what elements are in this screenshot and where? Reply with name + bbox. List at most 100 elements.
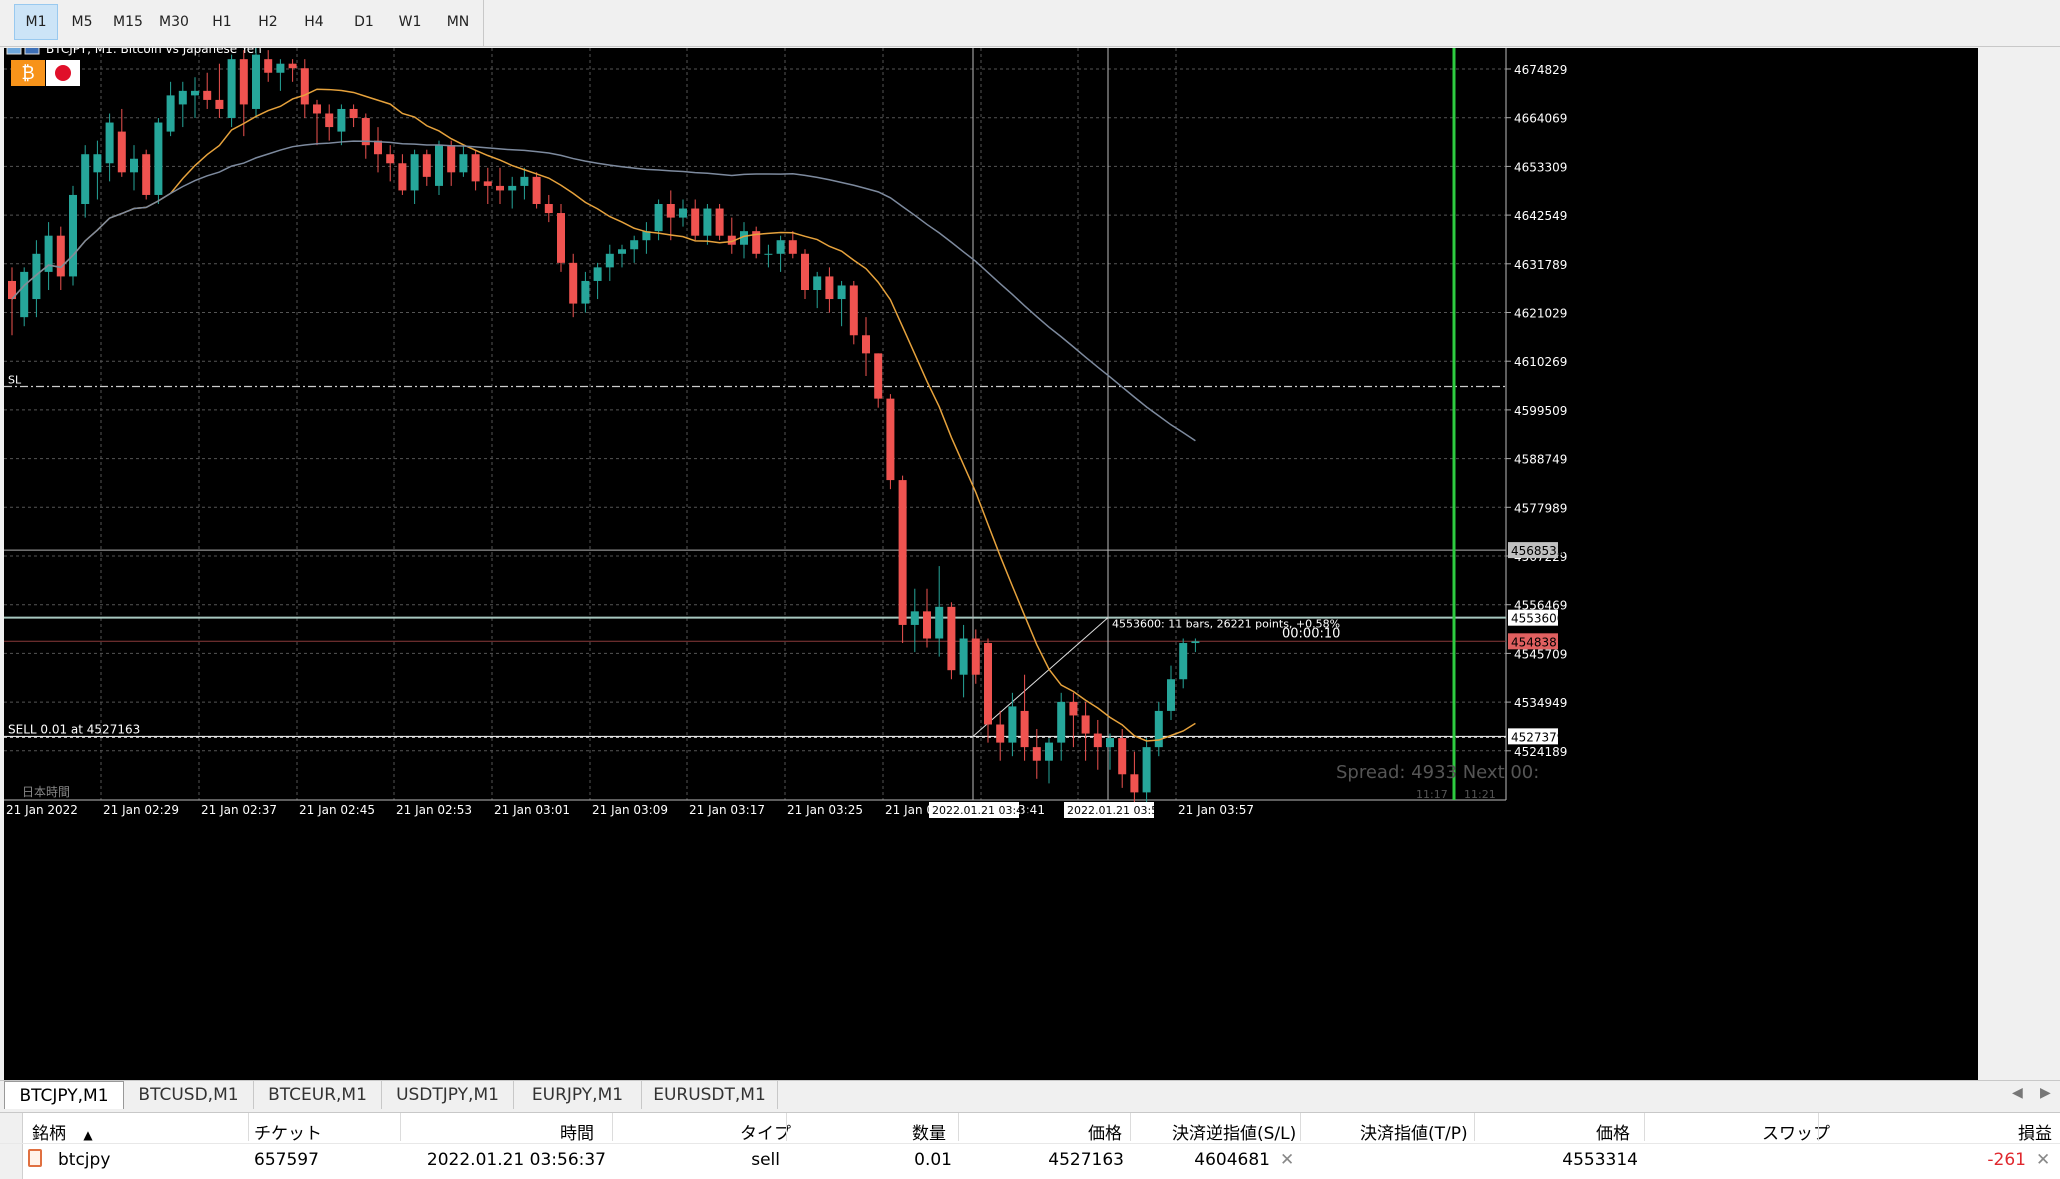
candle-body[interactable]: [1069, 701, 1078, 716]
candle-body[interactable]: [1093, 733, 1102, 748]
candle-body[interactable]: [898, 480, 907, 625]
candle-body[interactable]: [569, 262, 578, 304]
chart-tab-usdtjpy-m1[interactable]: USDTJPY,M1: [382, 1081, 514, 1109]
timeframe-m5-button[interactable]: M5: [71, 14, 93, 30]
tab-scroll-right-icon[interactable]: ▶: [2040, 1085, 2051, 1101]
header-sl[interactable]: 決済逆指値(S/L): [1172, 1124, 1297, 1144]
candle-body[interactable]: [44, 235, 53, 272]
candle-body[interactable]: [130, 158, 138, 173]
candle-body[interactable]: [264, 59, 273, 73]
candle-body[interactable]: [910, 611, 919, 625]
candle-body[interactable]: [361, 118, 370, 146]
candle-body[interactable]: [1118, 738, 1127, 775]
candle-body[interactable]: [483, 181, 492, 186]
candle-body[interactable]: [435, 145, 443, 186]
candle-body[interactable]: [630, 240, 639, 250]
chart-tab-btceur-m1[interactable]: BTCEUR,M1: [254, 1081, 382, 1109]
candle-body[interactable]: [605, 253, 614, 268]
cell-sl[interactable]: 4604681: [1194, 1150, 1270, 1170]
candle-body[interactable]: [764, 253, 773, 255]
candle-body[interactable]: [203, 90, 212, 100]
candle-body[interactable]: [837, 285, 846, 300]
candle-body[interactable]: [1167, 679, 1175, 711]
candle-body[interactable]: [1032, 747, 1041, 761]
header-symbol[interactable]: 銘柄 ▲: [32, 1124, 93, 1144]
candle-body[interactable]: [398, 163, 407, 191]
candle-body[interactable]: [1020, 710, 1029, 748]
candle-body[interactable]: [923, 611, 931, 639]
candle-body[interactable]: [740, 231, 748, 245]
candle-body[interactable]: [215, 99, 224, 109]
candle-body[interactable]: [313, 104, 321, 114]
chart-tab-eurusdt-m1[interactable]: EURUSDT,M1: [642, 1081, 778, 1109]
timeframe-m1-button[interactable]: M1: [14, 4, 58, 40]
candle-body[interactable]: [374, 140, 382, 155]
candle-body[interactable]: [886, 398, 895, 481]
header-tp[interactable]: 決済指値(T/P): [1360, 1124, 1468, 1144]
candle-body[interactable]: [532, 176, 541, 205]
candle-body[interactable]: [227, 59, 236, 119]
candle-body[interactable]: [1179, 643, 1188, 680]
candle-body[interactable]: [1106, 738, 1114, 748]
timeframe-d1-button[interactable]: D1: [354, 14, 374, 30]
candle-body[interactable]: [971, 638, 980, 675]
candle-body[interactable]: [1057, 701, 1066, 743]
candle-body[interactable]: [813, 276, 822, 291]
candle-body[interactable]: [1191, 641, 1200, 644]
header-volume[interactable]: 数量: [912, 1124, 946, 1144]
candle-body[interactable]: [825, 276, 834, 300]
candle-body[interactable]: [508, 185, 517, 191]
candle-body[interactable]: [69, 194, 77, 277]
candle-body[interactable]: [8, 280, 16, 300]
candle-body[interactable]: [581, 280, 590, 304]
candle-body[interactable]: [32, 253, 41, 300]
timeframe-mn-button[interactable]: MN: [446, 14, 470, 30]
candle-body[interactable]: [1130, 774, 1139, 793]
candle-body[interactable]: [862, 335, 870, 354]
candle-body[interactable]: [1008, 706, 1017, 743]
close-position-icon[interactable]: ✕: [2036, 1150, 2051, 1170]
timeframe-h2-button[interactable]: H2: [258, 14, 278, 30]
candle-body[interactable]: [1154, 710, 1163, 748]
candle-body[interactable]: [654, 204, 663, 232]
cell-symbol[interactable]: btcjpy: [58, 1150, 111, 1170]
candle-body[interactable]: [544, 204, 553, 214]
candle-body[interactable]: [642, 231, 651, 241]
timeframe-h4-button[interactable]: H4: [304, 14, 324, 30]
candle-body[interactable]: [349, 108, 358, 119]
candle-body[interactable]: [422, 154, 431, 177]
candle-body[interactable]: [178, 90, 187, 105]
header-price[interactable]: 価格: [1088, 1124, 1122, 1144]
candle-body[interactable]: [142, 154, 151, 195]
candle-body[interactable]: [252, 54, 260, 109]
candle-body[interactable]: [459, 154, 468, 173]
candle-body[interactable]: [386, 154, 395, 164]
candle-body[interactable]: [752, 231, 761, 254]
candle-body[interactable]: [447, 145, 456, 173]
header-profit[interactable]: 損益: [2018, 1124, 2052, 1144]
candle-body[interactable]: [1081, 715, 1090, 734]
timeframe-w1-button[interactable]: W1: [398, 14, 422, 30]
candle-body[interactable]: [691, 208, 700, 236]
chart-tab-eurjpy-m1[interactable]: EURJPY,M1: [514, 1081, 642, 1109]
candle-body[interactable]: [276, 63, 285, 73]
header-time[interactable]: 時間: [560, 1124, 594, 1144]
price-chart[interactable]: 4674829 4664069 4653309 4642549 4631789 46210…: [4, 48, 1978, 1080]
candle-body[interactable]: [288, 63, 297, 69]
candle-body[interactable]: [471, 154, 480, 182]
candle-body[interactable]: [947, 606, 956, 671]
candle-body[interactable]: [520, 176, 529, 186]
candle-body[interactable]: [557, 213, 565, 263]
candle-body[interactable]: [618, 249, 626, 254]
candle-body[interactable]: [105, 122, 114, 164]
candle-body[interactable]: [703, 208, 712, 236]
header-swap[interactable]: スワップ: [1762, 1124, 1830, 1144]
chart-canvas[interactable]: 4674829 4664069 4653309 4642549 4631789 46210…: [4, 48, 1978, 1080]
candle-body[interactable]: [996, 724, 1005, 743]
candle-body[interactable]: [666, 204, 675, 218]
candle-body[interactable]: [496, 185, 504, 191]
candle-body[interactable]: [300, 68, 309, 105]
candle-body[interactable]: [935, 606, 944, 639]
candle-body[interactable]: [801, 253, 809, 291]
remove-sl-icon[interactable]: ✕: [1280, 1150, 1295, 1170]
